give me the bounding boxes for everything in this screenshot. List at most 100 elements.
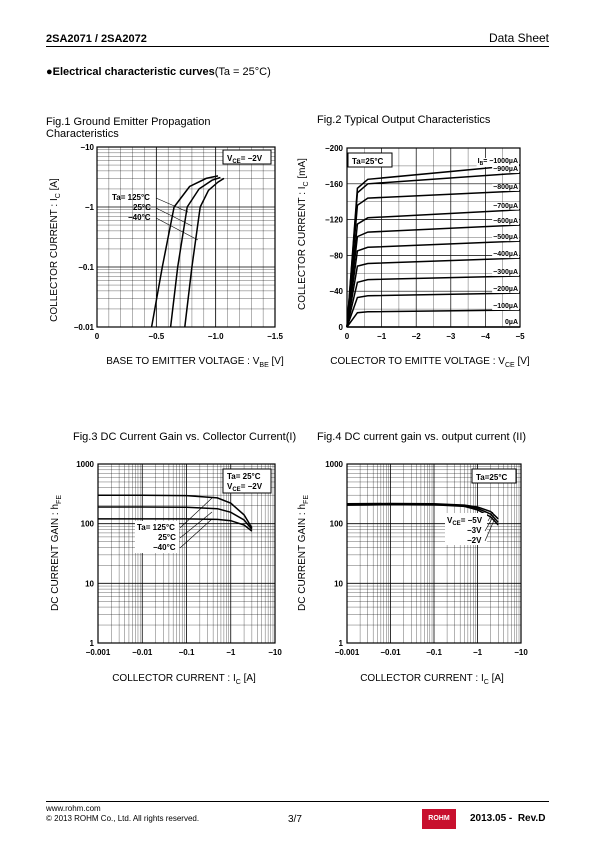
- section-heading: ●Electrical characteristic curves(Ta = 2…: [46, 66, 271, 78]
- x-tick-label: −1: [226, 648, 236, 657]
- ib-label: −100µA: [493, 303, 518, 310]
- ib-label: IB= −1000µA: [478, 158, 518, 167]
- plot-frame: [97, 463, 276, 644]
- fig3-legend-line1: Ta= 25°C: [227, 472, 261, 481]
- fig3-temp-label: Ta= 125°C: [137, 523, 175, 532]
- fig4-leader-line: [484, 517, 496, 542]
- fig2-legend-box: [347, 152, 393, 168]
- y-tick-label: 100: [330, 520, 344, 529]
- ib-label: −600µA: [493, 218, 518, 225]
- x-tick-label: −0.01: [132, 648, 153, 657]
- fig3-temp-bg: [135, 521, 179, 553]
- ib-label: −800µA: [493, 184, 518, 191]
- fig2-curve: [346, 275, 521, 328]
- doc-type: Data Sheet: [488, 31, 549, 45]
- fig4-vce-label: VCE= −5V: [447, 516, 483, 527]
- y-tick-label: 10: [85, 579, 94, 588]
- ib-label-bg: [492, 302, 519, 310]
- fig1-curve: [150, 175, 219, 328]
- fig3-leader-line: [179, 497, 213, 529]
- x-tick-label: −1.5: [267, 332, 283, 341]
- fig2-y-axis-label: COLLECTOR CURRENT : IC [mA]: [297, 158, 310, 310]
- section-title: Electrical characteristic curves: [52, 66, 215, 78]
- rohm-logo: ROHM: [422, 809, 456, 829]
- ib-label-bg: [504, 319, 519, 326]
- fig2-x-axis-label: COLECTOR TO EMITTE VOLTAGE : VCE [V]: [330, 356, 530, 369]
- fig1-leader-line: [155, 217, 199, 241]
- fig1-curve: [169, 176, 221, 328]
- fig1-temp-label: Ta= 125°C: [112, 193, 150, 202]
- fig3-legend-box: [222, 468, 272, 494]
- ib-label: −900µA: [493, 166, 518, 173]
- fig4-legend-box: [471, 468, 517, 484]
- fig2-title: Fig.2 Typical Output Characteristics: [317, 114, 491, 126]
- fig2-curve: [346, 190, 521, 328]
- fig1-x-axis-label: BASE TO EMITTER VOLTAGE : VBE [V]: [106, 356, 284, 369]
- fig3-chart: DC CURRENT GAIN : hFE COLLECTOR CURRENT …: [50, 460, 282, 686]
- fig1-curve: [184, 177, 225, 328]
- fig3-legend-line2: VCE= −2V: [227, 482, 263, 493]
- fig1-legend-box: [222, 149, 272, 165]
- fig1-legend-text: VCE= −2V: [227, 154, 263, 165]
- x-tick-label: −10: [514, 648, 528, 657]
- y-tick-label: 1000: [325, 460, 343, 469]
- fig1-temp-label: 25°C: [133, 203, 151, 212]
- y-tick-label: −0.01: [74, 323, 95, 332]
- fig1-leader-line: [155, 207, 193, 227]
- y-tick-label: 0: [339, 323, 344, 332]
- ib-label-bg: [476, 158, 519, 168]
- fig2-curve: [346, 224, 521, 328]
- fig3-title: Fig.3 DC Current Gain vs. Collector Curr…: [73, 431, 297, 443]
- fig2-curve: [346, 240, 521, 328]
- fig3-y-axis-label: DC CURRENT GAIN : hFE: [50, 495, 63, 611]
- footer-divider: [46, 801, 549, 802]
- x-tick-label: −0.001: [86, 648, 111, 657]
- fig4-vce-label: −3V: [467, 526, 482, 535]
- fig2-curve: [346, 292, 521, 328]
- ib-label-bg: [492, 202, 519, 210]
- x-tick-label: −0.1: [179, 648, 195, 657]
- fig4-leader-line: [484, 514, 495, 532]
- fig1-chart: COLLECTOR CURRENT : IC [A] BASE TO EMITT…: [49, 143, 284, 369]
- y-tick-label: −200: [325, 144, 344, 153]
- x-tick-label: −0.5: [148, 332, 164, 341]
- section-condition: (Ta = 25°C): [214, 66, 271, 78]
- y-tick-label: 1: [339, 639, 344, 648]
- page-number: 3/7: [288, 814, 302, 825]
- ib-label: −500µA: [493, 234, 518, 241]
- footer-url[interactable]: www.rohm.com: [46, 804, 101, 813]
- ib-value: = −1000µA: [483, 158, 518, 165]
- fig2-legend-text: Ta=25°C: [352, 157, 384, 166]
- x-tick-label: −1: [473, 648, 483, 657]
- y-tick-label: −1: [85, 203, 95, 212]
- y-tick-label: 100: [81, 520, 95, 529]
- fig4-vce-bg: [445, 513, 487, 545]
- x-tick-label: 0: [95, 332, 100, 341]
- x-tick-label: −0.1: [426, 648, 442, 657]
- fig4-legend-text: Ta=25°C: [476, 473, 508, 482]
- ib-label: −400µA: [493, 251, 518, 258]
- plot-frame: [96, 146, 276, 328]
- fig4-vce-label: −2V: [467, 536, 482, 545]
- x-tick-label: −0.01: [380, 648, 401, 657]
- f3-curve: [98, 494, 253, 529]
- x-tick-label: −4: [481, 332, 491, 341]
- bullet-icon: ●: [46, 66, 53, 78]
- plot-frame: [346, 463, 522, 644]
- x-tick-label: −2: [412, 332, 422, 341]
- header-divider: [46, 46, 549, 47]
- fig4-x-axis-label: COLLECTOR CURRENT : IC [A]: [360, 673, 504, 686]
- fig4-title: Fig.4 DC current gain vs. output current…: [317, 431, 527, 443]
- x-tick-label: −1: [377, 332, 387, 341]
- fig3-leader-line: [179, 518, 213, 549]
- ib-label: 0µA: [505, 319, 518, 326]
- ib-prefix: I: [478, 158, 480, 165]
- fig4-y-axis-label: DC CURRENT GAIN : hFE: [297, 495, 310, 611]
- fig1-temp-label: −40°C: [128, 213, 151, 222]
- ib-label: −300µA: [493, 269, 518, 276]
- fig4-chart: DC CURRENT GAIN : hFE COLLECTOR CURRENT …: [297, 460, 528, 686]
- x-tick-label: −10: [268, 648, 282, 657]
- ib-label: −200µA: [493, 286, 518, 293]
- x-tick-label: −1.0: [208, 332, 224, 341]
- part-number: 2SA2071 / 2SA2072: [46, 33, 147, 45]
